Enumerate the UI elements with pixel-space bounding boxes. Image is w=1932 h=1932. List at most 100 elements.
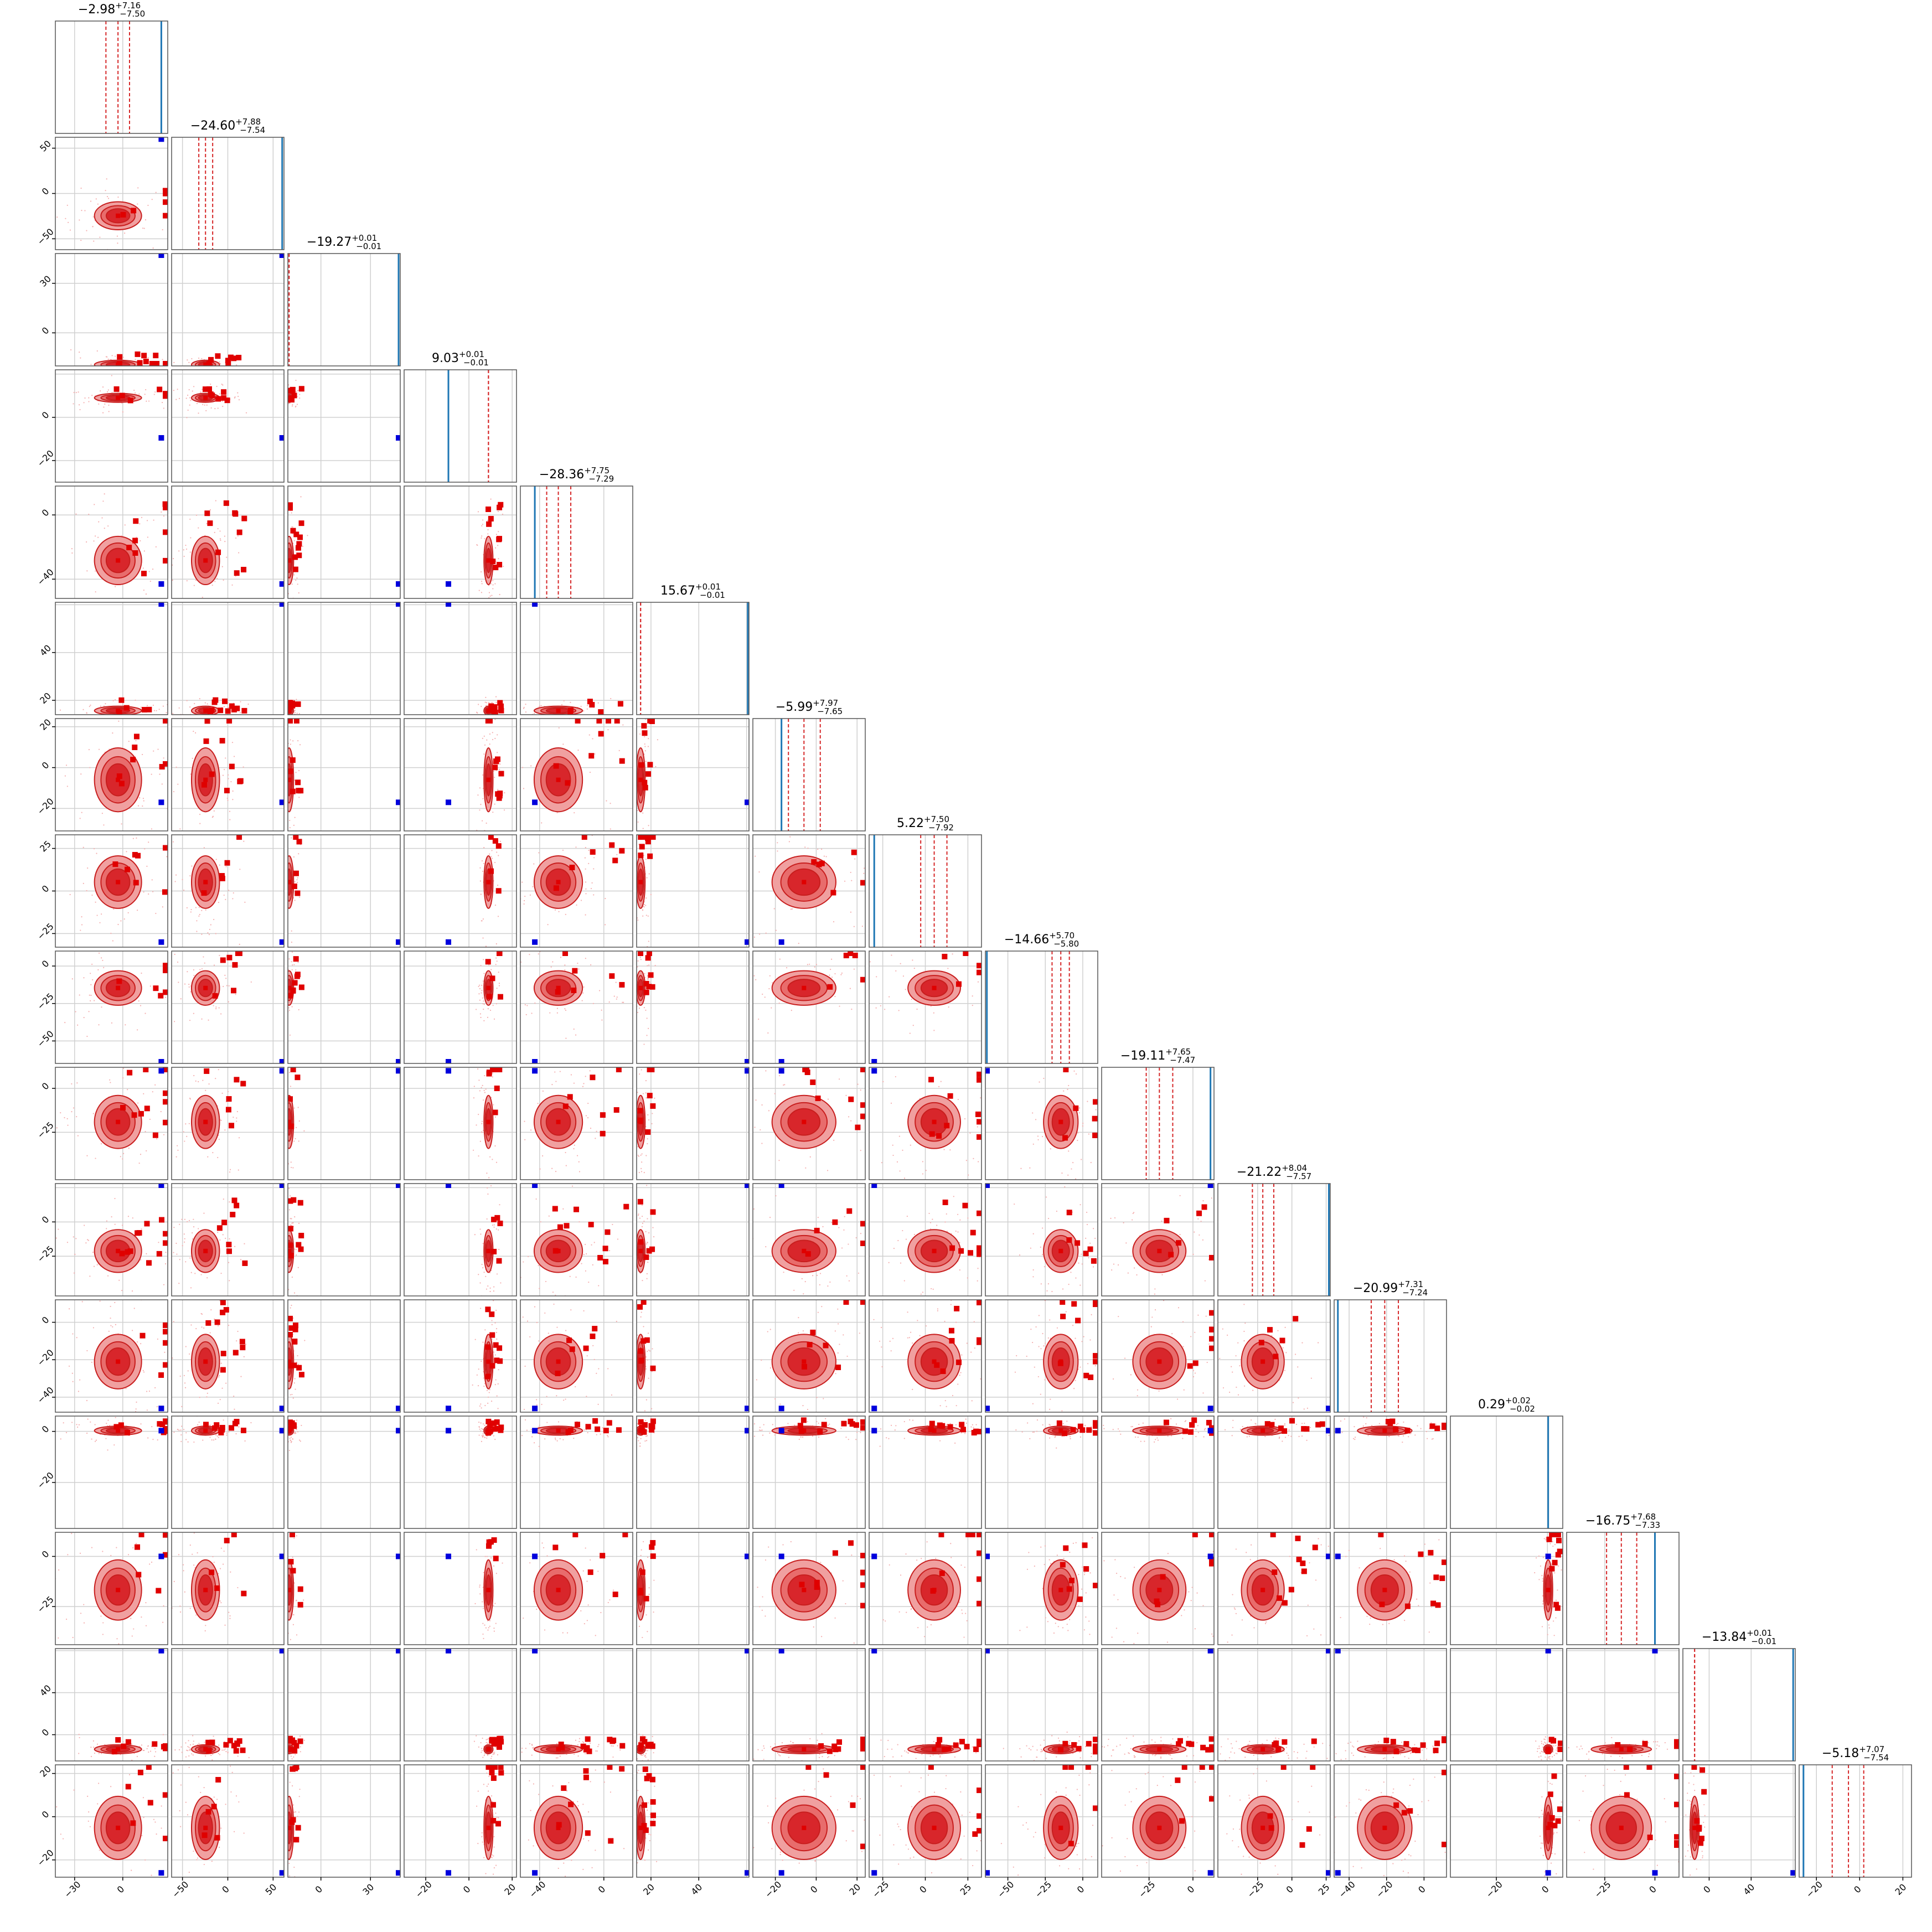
sample-point [758,1018,760,1020]
sample-point [91,366,92,367]
mode-marker [119,392,125,399]
sample-point [290,1307,291,1309]
mode-marker [290,788,296,794]
sample-point [298,853,299,855]
sample-point [89,1275,91,1277]
param-title-2: −24.60+7.88 −7.54 [190,117,265,135]
sample-point [482,1129,484,1132]
sample-point [73,1272,75,1274]
sample-point [81,812,82,813]
sample-point [163,1284,165,1285]
sample-point [77,1135,79,1137]
sample-point [595,1138,596,1139]
mode-marker [240,1081,246,1087]
panel-content [446,951,503,1063]
mode-marker [149,361,155,366]
best-fit-marker [203,777,208,782]
sample-point [589,1070,591,1072]
sample-point [114,699,116,701]
sample-point [635,903,636,905]
sample-point [211,584,213,586]
sample-point [648,941,649,942]
sample-point [202,367,203,368]
sample-point [294,1216,296,1218]
sample-point [576,904,577,906]
sample-point [1211,1197,1212,1199]
panel-7-3 [285,718,401,831]
sample-point [210,1309,212,1311]
sample-point [495,1309,497,1311]
mode-marker [292,1326,298,1332]
sample-point [558,727,560,729]
sample-point [192,757,193,759]
sample-point [158,1242,159,1243]
sample-point [1075,1277,1077,1279]
sample-point [479,787,481,789]
mode-marker [288,1315,293,1321]
sample-point [170,962,171,963]
panel-frame [55,253,168,366]
panel-frame [752,718,866,831]
sample-point [286,778,287,779]
sample-point [855,1237,857,1239]
panel-content [634,1184,749,1294]
mode-marker [498,703,504,709]
mode-marker [947,1093,953,1099]
sample-point [206,523,208,524]
sample-point [482,1099,484,1101]
sample-point [637,960,639,962]
mode-marker [118,781,125,787]
sample-point [634,1249,636,1251]
sample-point [482,519,484,521]
panel-frame [1101,1183,1215,1296]
sample-point [803,1293,804,1295]
sample-point [495,964,497,965]
sample-point [768,988,770,990]
sample-point [613,832,614,833]
sample-point [527,1256,529,1257]
sample-point [285,798,286,799]
panel-frame [171,718,285,831]
sample-point [292,1222,294,1224]
mode-marker [1066,1237,1072,1243]
mode-marker [498,706,504,712]
sample-point [838,1227,840,1228]
sample-point [494,719,496,720]
panel-frame [636,1183,750,1296]
sample-point [922,1173,924,1175]
sample-point [482,1256,484,1258]
sample-point [489,1290,491,1293]
sample-point [483,1009,484,1010]
sample-point [298,797,300,798]
sample-point [948,1006,949,1008]
mode-marker [233,1350,239,1356]
sample-point [495,957,497,959]
sample-point [95,591,96,593]
sample-point [1079,1284,1081,1286]
sample-point [106,178,107,180]
truth-marker [532,799,538,805]
mode-marker [606,719,612,724]
mode-marker [223,500,229,506]
sample-point [59,709,61,711]
sample-point [1123,1222,1124,1223]
sample-point [172,557,174,560]
sample-point [291,1393,293,1396]
sample-point [294,817,296,818]
sample-point [829,974,830,976]
sample-point [106,1220,107,1222]
sample-point [214,531,215,533]
sample-point [234,1408,235,1410]
panel-content [637,1067,749,1174]
sample-point [482,1341,484,1343]
sample-point [230,781,232,783]
sample-point [761,1104,763,1106]
sample-point [192,390,193,392]
sample-point [487,716,488,717]
sample-point [100,390,101,392]
sample-point [195,580,197,581]
panel-background [288,370,400,482]
sample-point [83,977,85,979]
sample-point [529,894,531,896]
mode-marker [942,953,948,959]
